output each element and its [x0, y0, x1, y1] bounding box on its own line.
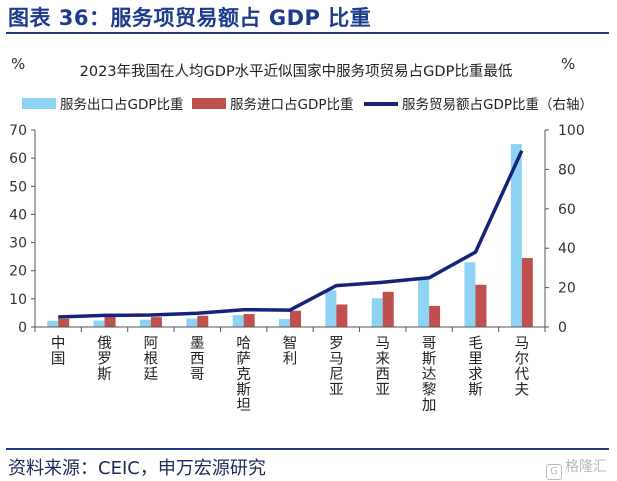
x-tick-label: 墨西哥 [190, 336, 205, 383]
left-tick-label: 50 [9, 179, 27, 195]
bars [47, 144, 533, 327]
left-tick-label: 30 [9, 236, 27, 252]
left-tick-label: 0 [18, 320, 27, 336]
watermark-text: 格隆汇 [565, 459, 607, 475]
right-axis-unit: % [561, 55, 575, 73]
x-tick-label: 阿根廷 [144, 335, 159, 383]
left-tick-label: 40 [9, 207, 27, 223]
top-divider [6, 32, 609, 34]
bar-export [139, 319, 151, 327]
bar-import [58, 318, 70, 327]
x-tick-label: 马来西亚 [375, 335, 390, 399]
x-tick-label: 马尔代夫 [515, 335, 530, 399]
bar-export [186, 318, 198, 327]
bar-import [104, 316, 116, 327]
axes: 0 10 20 30 40 50 60 70 0 20 40 60 80 100 [9, 123, 585, 336]
figure-title: 图表 36：服务项贸易额占 GDP 比重 [8, 6, 372, 30]
legend-label: 服务贸易额占GDP比重（右轴） [402, 97, 593, 113]
right-tick-label: 100 [558, 123, 585, 139]
left-tick-label: 20 [9, 264, 27, 280]
legend-label: 服务进口占GDP比重 [230, 97, 354, 113]
left-tick-label: 10 [9, 292, 27, 308]
bar-export [279, 319, 290, 327]
line-series [58, 149, 524, 319]
bar-import [429, 305, 441, 327]
chart: 2023年我国在人均GDP水平近似国家中服务项贸易占GDP比重最低 % % 服务… [9, 55, 593, 414]
legend-swatch [22, 98, 56, 109]
x-tick-labels: 中国 俄罗斯 阿根廷 墨西哥 哈萨克斯坦 智利 罗马尼亚 马来西亚 哥斯达黎加 毛里求斯 马尔代夫 [51, 335, 530, 414]
legend-swatch [192, 98, 226, 109]
left-axis-unit: % [11, 55, 25, 73]
right-tick-label: 60 [558, 202, 576, 218]
bar-export [232, 315, 244, 327]
left-tick-label: 70 [9, 123, 27, 139]
bottom-divider [6, 448, 609, 450]
watermark: G 格隆汇 [546, 456, 607, 480]
bar-import [243, 314, 255, 327]
watermark-logo-icon: G [546, 464, 562, 480]
bar-export [371, 298, 383, 327]
bar-import [197, 315, 209, 327]
right-tick-label: 0 [558, 320, 567, 336]
legend: 服务出口占GDP比重 服务进口占GDP比重 服务贸易额占GDP比重（右轴） [22, 97, 593, 113]
legend-label: 服务出口占GDP比重 [60, 97, 184, 113]
source-note: 资料来源：CEIC，申万宏源研究 [8, 458, 266, 479]
bar-export [47, 320, 59, 327]
bar-export [510, 144, 522, 327]
right-tick-label: 20 [558, 281, 576, 297]
x-tick-label: 哈萨克斯坦 [236, 335, 251, 414]
x-tick-label: 罗马尼亚 [329, 336, 344, 399]
x-tick-label: 哥斯达黎加 [422, 336, 437, 414]
bar-export [325, 290, 337, 327]
x-tick-label: 俄罗斯 [97, 335, 112, 383]
bar-import [382, 291, 394, 327]
bar-export [418, 277, 430, 327]
bar-import [336, 304, 348, 327]
x-tick-label: 智利 [283, 335, 298, 368]
x-tick-label: 毛里求斯 [468, 335, 483, 399]
series-line [58, 149, 524, 319]
bar-import [475, 284, 487, 327]
right-tick-label: 80 [558, 162, 576, 178]
bar-import [290, 310, 301, 327]
left-tick-label: 60 [9, 151, 27, 167]
bar-export [464, 262, 476, 327]
bar-import [521, 258, 533, 327]
bar-export [93, 320, 105, 327]
chart-title: 2023年我国在人均GDP水平近似国家中服务项贸易占GDP比重最低 [80, 63, 513, 80]
bar-import [150, 317, 162, 327]
right-tick-label: 40 [558, 241, 576, 257]
x-tick-label: 中国 [51, 335, 66, 368]
